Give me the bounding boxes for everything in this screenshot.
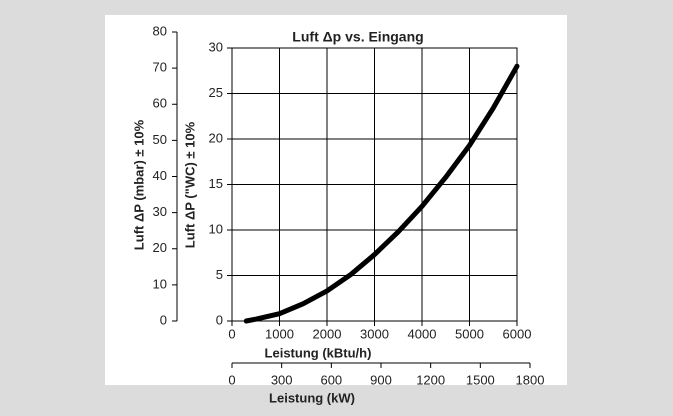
y-tick-label: 15 [209, 176, 223, 191]
x-tick-label: 1000 [265, 326, 294, 341]
y2-axis-label: Luft ΔP (mbar) ± 10% [131, 119, 146, 250]
y2-tick-label: 70 [153, 60, 167, 75]
y-tick-label: 20 [209, 130, 223, 145]
x-tick-label: 6000 [503, 326, 532, 341]
x-tick-label: 2000 [313, 326, 342, 341]
y-tick-label: 10 [209, 221, 223, 236]
x2-tick-label: 600 [320, 372, 342, 387]
x-tick-label: 3000 [360, 326, 389, 341]
x2-tick-label: 1500 [466, 372, 495, 387]
x-tick-label: 5000 [455, 326, 484, 341]
x2-tick-label: 1200 [416, 372, 445, 387]
y2-tick-label: 60 [153, 96, 167, 111]
y2-tick-label: 40 [153, 168, 167, 183]
y2-tick-label: 10 [153, 276, 167, 291]
y2-tick-label: 50 [153, 132, 167, 147]
plot-frame [231, 47, 518, 322]
x2-tick-label: 900 [370, 372, 392, 387]
x-tick-label: 0 [228, 326, 235, 341]
y2-tick-label: 0 [160, 312, 167, 327]
x-axis-label: Leistung (kBtu/h) [265, 345, 372, 360]
x2-tick-label: 1800 [516, 372, 545, 387]
y-axis-label: Luft ΔP ("WC) ± 10% [182, 121, 197, 248]
y-tick-label: 5 [216, 267, 223, 282]
x-tick-label: 4000 [408, 326, 437, 341]
chart-title: Luft Δp vs. Eingang [292, 29, 423, 45]
y-tick-label: 30 [209, 39, 223, 54]
x2-tick-label: 300 [271, 372, 293, 387]
y-tick-label: 0 [216, 312, 223, 327]
x2-axis-label: Leistung (kW) [269, 390, 355, 405]
y2-tick-label: 80 [153, 23, 167, 38]
curve [243, 63, 520, 324]
x2-tick-label: 0 [228, 372, 235, 387]
y2-tick-label: 30 [153, 204, 167, 219]
y-tick-label: 25 [209, 85, 223, 100]
y2-tick-label: 20 [153, 240, 167, 255]
panel [105, 15, 567, 385]
